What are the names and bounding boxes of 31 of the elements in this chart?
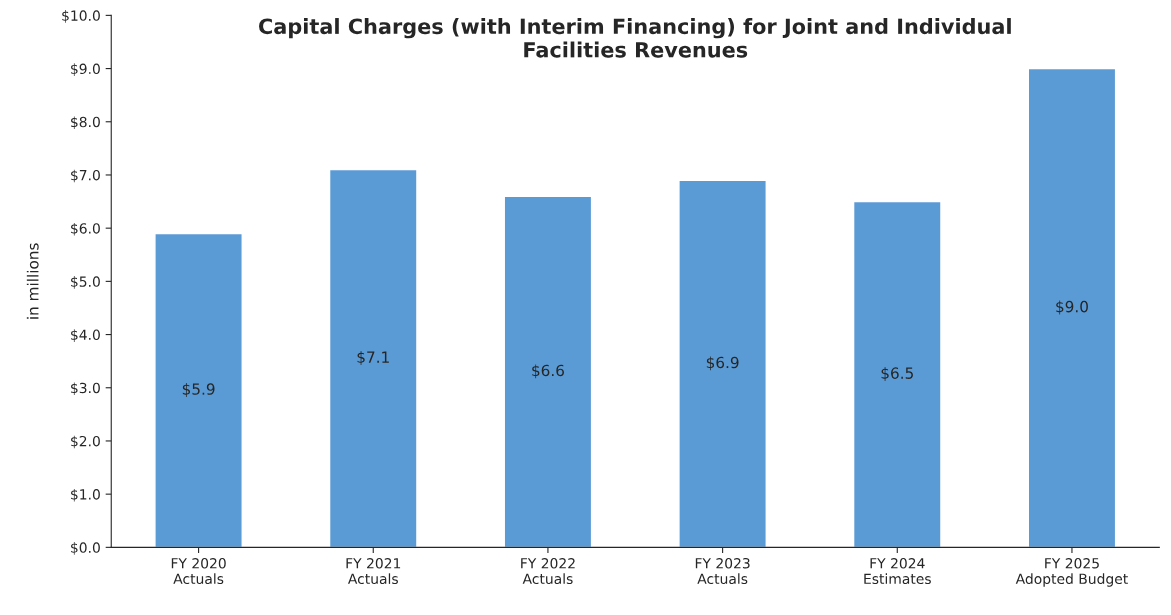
bar — [154, 232, 243, 548]
text: Capital Charges (with Interim Financing) for Joint and Individual Facilities Revenues — [259, 18, 1011, 58]
bar — [678, 179, 767, 548]
y-tick-label: $2.0 — [71, 435, 100, 449]
x-tick-label: FY 2025 Adopted Budget — [1015, 558, 1128, 587]
data-label: $6.9 — [706, 356, 739, 371]
x-tick-label: FY 2023 Actuals — [695, 558, 750, 585]
x-tick-label: FY 2021 Actuals — [346, 558, 401, 585]
data-label: $6.5 — [881, 367, 913, 381]
bar — [1027, 67, 1117, 548]
y-tick-label: $7.0 — [71, 169, 100, 183]
x-tick-label: FY 2020 Actuals — [171, 558, 226, 585]
y-tick-label: $8.0 — [71, 116, 100, 130]
data-label: $7.1 — [357, 351, 389, 365]
data-label: $6.6 — [532, 364, 564, 379]
y-tick-label: $1.0 — [71, 488, 100, 502]
data-label: $5.9 — [182, 383, 215, 397]
bar — [503, 195, 593, 548]
bar — [328, 168, 418, 548]
y-tick-label: $0.0 — [71, 542, 100, 555]
bar — [852, 200, 942, 548]
y-tick-label: $4.0 — [71, 329, 100, 342]
y-tick-label: $6.0 — [71, 222, 100, 236]
y-tick-label: $5.0 — [71, 276, 100, 289]
y-tick-label: $9.0 — [71, 63, 100, 76]
y-tick-label: $10.0 — [62, 10, 100, 23]
y-tick-label: $3.0 — [71, 382, 100, 396]
data-label: $9.0 — [1056, 300, 1088, 315]
x-tick-label: FY 2024 Estimates — [864, 558, 931, 585]
x-tick-label: FY 2022 Actuals — [521, 558, 575, 585]
y-axis-title: in millions — [26, 243, 39, 319]
